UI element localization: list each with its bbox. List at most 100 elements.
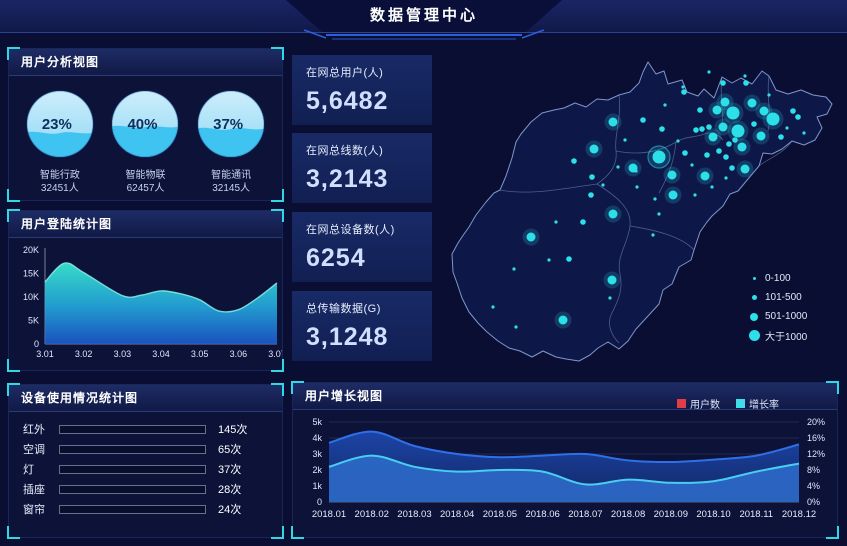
header-decoration [303, 29, 545, 40]
gauge-percent: 23% [41, 116, 72, 133]
legend-label: 增长率 [749, 400, 779, 411]
corner-accent [7, 47, 20, 60]
corner-accent [271, 359, 284, 372]
stat-card-total-data: 总传输数据(G) 3,1248 [292, 291, 432, 361]
bar-track [59, 424, 206, 434]
legend-row[interactable]: 101-500 [743, 288, 843, 307]
svg-text:2018.07: 2018.07 [568, 509, 602, 520]
corner-accent [271, 47, 284, 60]
stat-value: 6254 [306, 244, 366, 272]
legend-label: 501-1000 [765, 311, 808, 322]
svg-text:3k: 3k [312, 449, 322, 459]
panel-login-stats: 用户登陆统计图 0 5K 10K 15K 20K 3.01 3.02 3.03 3.04 3.05… [7, 209, 286, 372]
svg-text:2k: 2k [312, 465, 322, 475]
legend-swatch-icon [736, 399, 745, 408]
bar-label: 灯 [23, 464, 34, 476]
legend-dot-icon [743, 295, 765, 300]
stat-value: 3,1248 [306, 323, 389, 351]
gauge-percent: 37% [213, 116, 244, 133]
panel-user-analysis: 用户分析视图 23% 智能行政 32451人 40% 智能物联 [7, 47, 284, 202]
gauge-label: 智能物联 [125, 170, 166, 181]
svg-text:3.02: 3.02 [75, 349, 93, 359]
panel-title: 用户分析视图 [9, 49, 282, 76]
stat-label: 在网总用户(人) [306, 67, 384, 79]
device-bar-chart[interactable]: 红外 145次 空调 65次 灯 37次 插座 28次 窗帘 24次 [9, 412, 282, 519]
stat-value: 3,2143 [306, 165, 389, 193]
corner-accent [7, 189, 20, 202]
legend-item-growth-rate[interactable]: 增长率 [736, 396, 779, 411]
svg-text:2018.10: 2018.10 [696, 509, 730, 520]
corner-accent [7, 359, 20, 372]
gauge-label: 智能通讯 [211, 170, 252, 181]
svg-text:10K: 10K [23, 292, 39, 302]
bar-row-aircon[interactable]: 空调 65次 [23, 439, 268, 459]
growth-area-chart[interactable]: 0 0% 1k 4% 2k 8% 3k 12% 4k 16% 5k 20% 2018.01 2018.02… [293, 410, 837, 538]
svg-text:8%: 8% [807, 465, 820, 475]
svg-text:3.04: 3.04 [152, 349, 170, 359]
svg-text:2018.08: 2018.08 [611, 509, 645, 520]
bar-value: 145次 [218, 424, 248, 436]
legend-row[interactable]: 501-1000 [743, 307, 843, 326]
stat-card-total-devices: 在网总设备数(人) 6254 [292, 212, 432, 282]
panel-title: 用户增长视图 [293, 383, 837, 410]
bar-label: 空调 [23, 444, 45, 456]
bar-label: 红外 [23, 424, 45, 436]
svg-text:3.06: 3.06 [230, 349, 248, 359]
svg-text:5k: 5k [312, 417, 322, 427]
bar-track [59, 504, 206, 514]
legend-dot-icon [743, 330, 765, 341]
bar-row-socket[interactable]: 插座 28次 [23, 479, 268, 499]
svg-text:2018.01: 2018.01 [312, 509, 346, 520]
bar-row-curtain[interactable]: 窗帘 24次 [23, 499, 268, 519]
stat-label: 在网总设备数(人) [306, 224, 395, 236]
corner-accent [7, 526, 20, 539]
svg-text:5K: 5K [28, 316, 39, 326]
corner-accent [271, 209, 284, 222]
svg-text:2018.11: 2018.11 [739, 509, 773, 520]
map-chart[interactable] [435, 45, 845, 378]
bar-track [59, 484, 206, 494]
panel-user-growth: 用户增长视图 用户数 增长率 0 0% 1k 4% 2k 8% 3k 12% 4k 16% 5k 20… [291, 381, 839, 539]
gauge-comm[interactable]: 37% 智能通讯 32145人 [192, 88, 270, 195]
map-scatter-dots [491, 70, 806, 329]
liquid-gauge-chart [111, 90, 180, 158]
gauge-label: 智能行政 [39, 170, 80, 181]
svg-text:2018.03: 2018.03 [397, 509, 431, 520]
svg-text:2018.04: 2018.04 [440, 509, 474, 520]
svg-text:20K: 20K [23, 245, 39, 255]
svg-text:2018.12: 2018.12 [782, 509, 816, 520]
region-map[interactable]: 0-100 101-500 501-1000 大于1000 [435, 45, 845, 378]
gauge-iot[interactable]: 40% 智能物联 62457人 [106, 88, 184, 195]
legend-label: 101-500 [765, 292, 802, 303]
corner-accent [826, 526, 839, 539]
bar-row-light[interactable]: 灯 37次 [23, 459, 268, 479]
svg-text:2018.02: 2018.02 [355, 509, 389, 520]
map-legend: 0-100 101-500 501-1000 大于1000 [743, 269, 843, 345]
corner-accent [271, 189, 284, 202]
svg-text:2018.05: 2018.05 [483, 509, 517, 520]
gauge-count: 32145人 [212, 183, 251, 194]
svg-text:0: 0 [34, 339, 39, 349]
legend-row[interactable]: 0-100 [743, 269, 843, 288]
svg-text:12%: 12% [807, 449, 825, 459]
legend-row[interactable]: 大于1000 [743, 326, 843, 345]
panel-title: 设备使用情况统计图 [9, 385, 282, 412]
bar-row-infrared[interactable]: 红外 145次 [23, 419, 268, 439]
svg-text:2018.09: 2018.09 [654, 509, 688, 520]
bar-value: 65次 [218, 444, 242, 456]
corner-accent [271, 383, 284, 396]
gauge-admin[interactable]: 23% 智能行政 32451人 [21, 88, 99, 195]
stat-card-total-lines: 在网总线数(人) 3,2143 [292, 133, 432, 203]
login-area-chart[interactable]: 0 5K 10K 15K 20K 3.01 3.02 3.03 3.04 3.05 3.06 3.07 [9, 238, 286, 371]
stat-label: 总传输数据(G) [306, 303, 381, 315]
svg-text:16%: 16% [807, 433, 825, 443]
liquid-gauges[interactable]: 23% 智能行政 32451人 40% 智能物联 62457人 [9, 76, 282, 195]
growth-legend: 用户数 增长率 [677, 396, 779, 411]
svg-text:0%: 0% [807, 497, 820, 507]
corner-accent [271, 526, 284, 539]
stat-value: 5,6482 [306, 87, 389, 115]
legend-label: 0-100 [765, 273, 791, 284]
svg-text:15K: 15K [23, 269, 39, 279]
legend-item-users[interactable]: 用户数 [677, 396, 720, 411]
